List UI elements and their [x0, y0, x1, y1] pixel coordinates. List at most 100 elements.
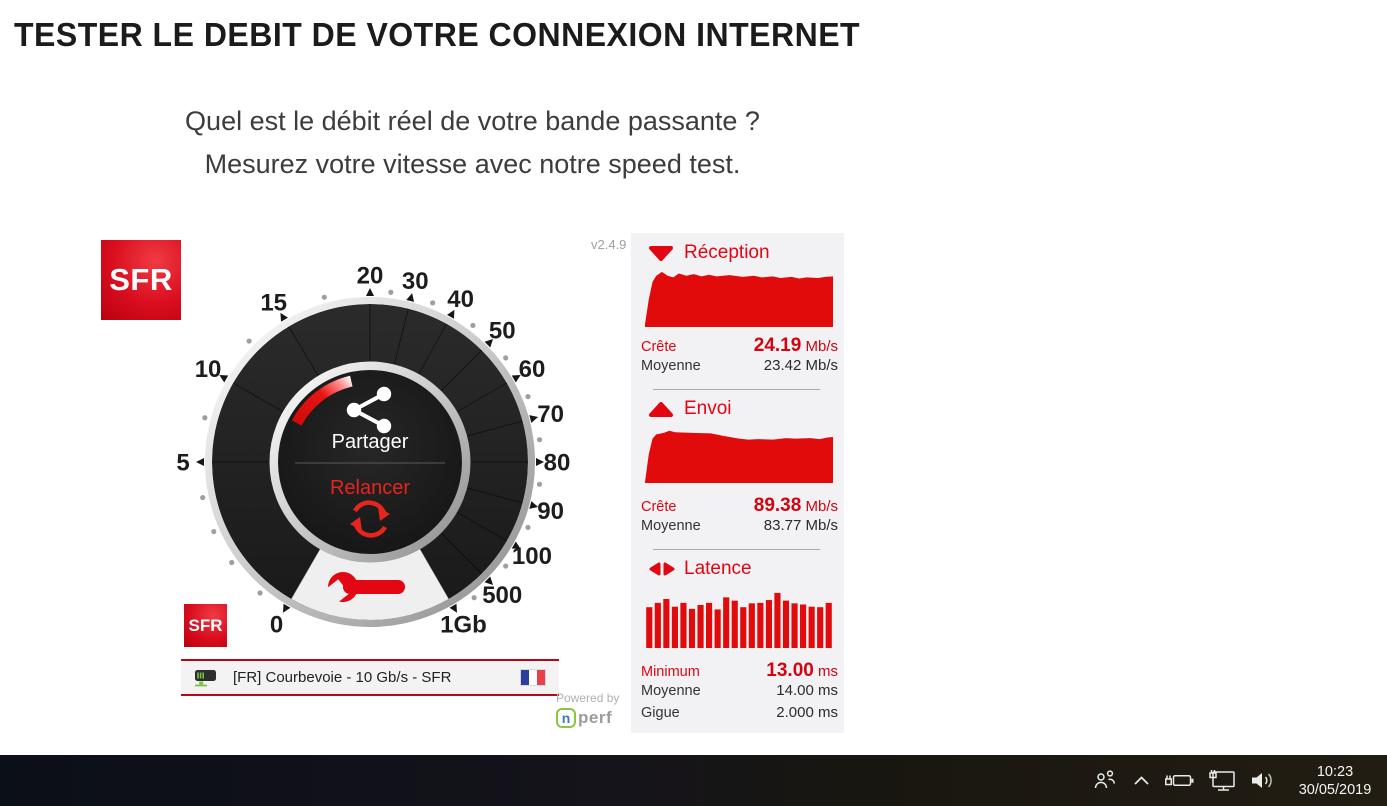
svg-text:100: 100 — [512, 543, 552, 570]
clock-date: 30/05/2019 — [1298, 781, 1372, 798]
upload-average-label: Moyenne — [641, 518, 701, 534]
latency-rows: Minimum 13.00 ms Moyenne 14.00 ms Gigue … — [641, 660, 838, 726]
svg-text:30: 30 — [402, 268, 429, 295]
svg-text:10: 10 — [195, 356, 222, 383]
nperf-wordmark: perf — [578, 708, 613, 727]
sfr-logo[interactable]: SFR — [101, 240, 181, 320]
latency-jitter-row: Gigue 2.000 ms — [641, 704, 838, 726]
server-selector[interactable]: [FR] Courbevoie - 10 Gb/s - SFR — [181, 659, 559, 696]
server-label: [FR] Courbevoie - 10 Gb/s - SFR — [233, 669, 452, 686]
latency-graph — [646, 592, 832, 648]
upload-title: Envoi — [684, 398, 732, 419]
latency-min-unit: ms — [818, 663, 838, 680]
section-divider — [653, 389, 820, 390]
subtitle-line-2: Mesurez votre vitesse avec notre speed t… — [204, 149, 741, 179]
latency-min-value: 13.00 — [766, 660, 814, 681]
widget-version: v2.4.9 — [591, 237, 627, 252]
battery-icon[interactable] — [1165, 772, 1194, 789]
section-divider — [653, 549, 820, 550]
windows-taskbar: 10:23 30/05/2019 — [0, 755, 1387, 806]
taskbar-clock[interactable]: 10:23 30/05/2019 — [1293, 763, 1377, 799]
download-section-header: Réception — [648, 240, 844, 266]
clock-time: 10:23 — [1316, 763, 1354, 780]
server-icon — [195, 669, 216, 686]
download-rows: Crête 24.19 Mb/s Moyenne 23.42 Mb/s — [641, 335, 838, 379]
page-title: TESTER LE DEBIT DE VOTRE CONNEXION INTER… — [14, 16, 861, 53]
powered-by[interactable]: Powered by n perf — [556, 691, 632, 728]
svg-text:5: 5 — [176, 450, 189, 477]
latency-title: Latence — [684, 558, 752, 579]
download-peak-value: 24.19 — [753, 335, 802, 356]
sfr-logo-text: SFR — [109, 262, 173, 297]
latency-average-value: 14.00 ms — [776, 682, 838, 699]
powered-by-text: Powered by — [556, 691, 620, 705]
upload-average-value: 83.77 Mb/s — [763, 517, 838, 534]
latency-min-row: Minimum 13.00 ms — [641, 660, 838, 682]
sfr-logo-small-text: SFR — [188, 615, 223, 635]
download-average-value: 23.42 Mb/s — [763, 357, 838, 374]
download-graph — [645, 271, 833, 327]
svg-text:0: 0 — [270, 612, 283, 639]
svg-text:70: 70 — [537, 401, 564, 428]
download-average-row: Moyenne 23.42 Mb/s — [641, 357, 838, 379]
download-title: Réception — [684, 242, 770, 263]
latency-jitter-label: Gigue — [641, 705, 680, 721]
latency-jitter-value: 2.000 ms — [776, 704, 838, 721]
nperf-n-icon: n — [556, 708, 576, 728]
people-icon[interactable] — [1093, 768, 1118, 793]
upload-peak-unit: Mb/s — [805, 498, 838, 515]
refresh-icon — [350, 500, 390, 538]
share-icon — [346, 386, 392, 434]
gauge-inner-circle — [278, 370, 462, 554]
svg-text:50: 50 — [489, 317, 516, 344]
upload-rows: Crête 89.38 Mb/s Moyenne 83.77 Mb/s — [641, 495, 838, 539]
results-panel: Réception Crête 24.19 Mb/s Moyenne 23.42… — [631, 233, 844, 733]
download-peak-label: Crête — [641, 339, 677, 355]
latency-section-header: Latence — [648, 556, 844, 582]
latency-arrows-icon — [648, 561, 676, 577]
subtitle-line-1: Quel est le débit réel de votre bande pa… — [185, 106, 760, 136]
system-tray: 10:23 30/05/2019 — [1093, 755, 1377, 806]
svg-text:40: 40 — [447, 286, 474, 313]
upload-peak-value: 89.38 — [753, 495, 802, 516]
upload-graph — [645, 430, 833, 483]
upload-peak-label: Crête — [641, 499, 677, 515]
download-peak-row: Crête 24.19 Mb/s — [641, 335, 838, 357]
sfr-logo-small: SFR — [184, 604, 227, 647]
gauge-progress-arc — [291, 375, 353, 426]
latency-average-row: Moyenne 14.00 ms — [641, 682, 838, 704]
chevron-up-icon[interactable] — [1133, 775, 1150, 786]
svg-text:80: 80 — [544, 450, 571, 477]
svg-text:60: 60 — [519, 356, 546, 383]
france-flag-icon — [520, 669, 546, 686]
upload-peak-row: Crête 89.38 Mb/s — [641, 495, 838, 517]
speed-gauge: 0 5 10 15 20 30 40 50 60 70 80 90 100 500 1Gb Parta — [160, 252, 580, 672]
speaker-icon[interactable] — [1251, 770, 1278, 791]
svg-text:1Gb: 1Gb — [440, 612, 487, 639]
latency-average-label: Moyenne — [641, 683, 701, 699]
restart-label: Relancer — [330, 477, 410, 499]
latency-min-label: Minimum — [641, 664, 700, 680]
restart-button[interactable]: Relancer — [330, 477, 410, 538]
nperf-logo: n perf — [556, 708, 632, 728]
svg-text:500: 500 — [482, 582, 522, 609]
network-monitor-icon[interactable] — [1209, 769, 1236, 792]
upload-section-header: Envoi — [648, 396, 844, 422]
gauge-outer-rim — [205, 297, 535, 627]
wrench-icon[interactable] — [322, 572, 405, 606]
download-peak-unit: Mb/s — [805, 338, 838, 355]
svg-text:15: 15 — [260, 289, 287, 316]
download-average-label: Moyenne — [641, 358, 701, 374]
svg-text:90: 90 — [537, 498, 564, 525]
svg-text:20: 20 — [357, 263, 384, 290]
download-arrow-icon — [648, 245, 676, 262]
upload-average-row: Moyenne 83.77 Mb/s — [641, 517, 838, 539]
upload-arrow-icon — [648, 401, 676, 418]
gauge-inner-ring — [269, 361, 471, 563]
share-button[interactable]: Partager — [332, 386, 409, 453]
page-subtitle: Quel est le débit réel de votre bande pa… — [0, 100, 945, 186]
share-label: Partager — [332, 431, 409, 453]
